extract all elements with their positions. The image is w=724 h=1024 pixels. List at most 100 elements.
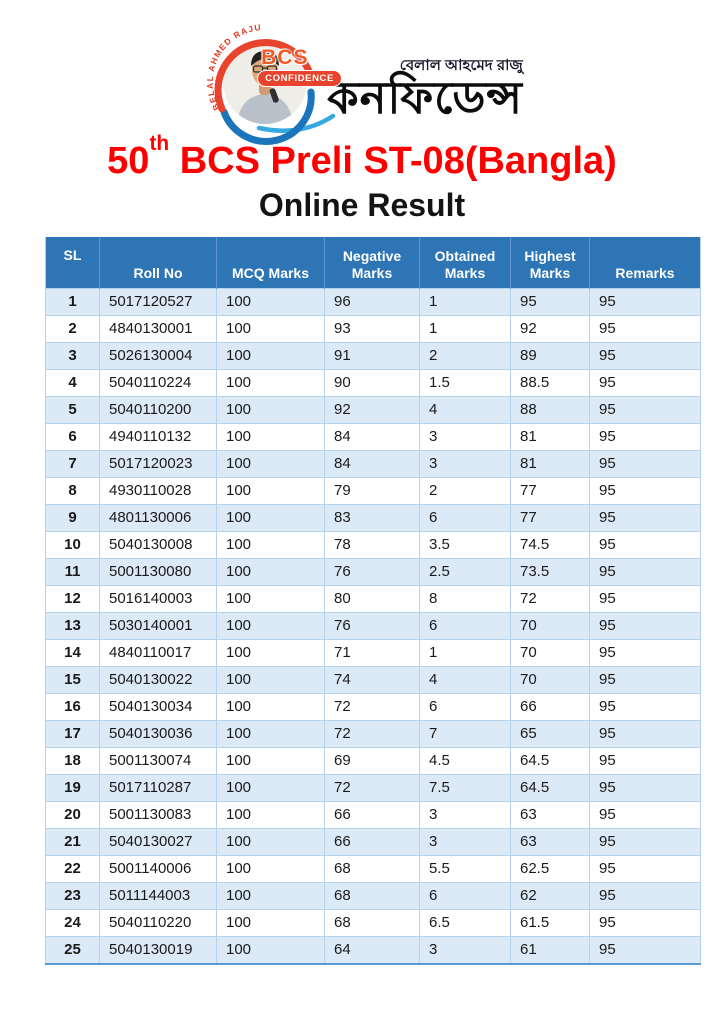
cell: 64.5 — [510, 774, 590, 803]
col-header-0: SL — [45, 236, 100, 289]
cell: 90 — [324, 369, 420, 398]
cell: 100 — [216, 801, 325, 830]
col-header-3: Negative Marks — [324, 236, 420, 289]
cell-sl: 16 — [45, 693, 100, 722]
cell: 89 — [510, 342, 590, 371]
cell: 84 — [324, 450, 420, 479]
cell: 7.5 — [419, 774, 511, 803]
cell: 100 — [216, 774, 325, 803]
cell: 3.5 — [419, 531, 511, 560]
table-body: 1 5017120527 100 96 1 95 95 2 4840130001 100 93 1 92… — [45, 288, 701, 965]
header-row: SL Roll No MCQ Marks Negative Marks Obtained… — [45, 236, 701, 289]
cell: 74 — [324, 666, 420, 695]
cell-sl: 12 — [45, 585, 100, 614]
cell: 95 — [589, 801, 701, 830]
col-header-5: Highest Marks — [510, 236, 590, 289]
page-subtitle: Online Result — [258, 186, 466, 223]
cell: 95 — [589, 720, 701, 749]
cell: 5017120023 — [99, 450, 217, 479]
cell: 83 — [324, 504, 420, 533]
cell: 95 — [589, 639, 701, 668]
cell: 4840110017 — [99, 639, 217, 668]
cell: 69 — [324, 747, 420, 776]
col-header-6: Remarks — [589, 236, 701, 289]
table-row: 18 5001130074 100 69 4.5 64.5 95 — [45, 747, 701, 776]
cell: 3 — [419, 801, 511, 830]
cell: 62 — [510, 882, 590, 911]
table-row: 6 4940110132 100 84 3 81 95 — [45, 423, 701, 452]
cell: 100 — [216, 909, 325, 938]
cell-sl: 20 — [45, 801, 100, 830]
cell: 61 — [510, 936, 590, 965]
cell: 100 — [216, 828, 325, 857]
cell: 100 — [216, 639, 325, 668]
cell-sl: 23 — [45, 882, 100, 911]
cell: 5017110287 — [99, 774, 217, 803]
logo: BELAL AHMED RAJU BCS CONFIDENCE বেলাল আহ… — [0, 22, 724, 145]
table-row: 11 5001130080 100 76 2.5 73.5 95 — [45, 558, 701, 587]
table-row: 7 5017120023 100 84 3 81 95 — [45, 450, 701, 479]
cell: 100 — [216, 288, 325, 317]
table-row: 17 5040130036 100 72 7 65 95 — [45, 720, 701, 749]
cell: 95 — [589, 882, 701, 911]
cell: 95 — [589, 693, 701, 722]
title-number: 50 — [107, 140, 150, 182]
cell: 3 — [419, 423, 511, 452]
cell: 81 — [510, 423, 590, 452]
cell: 5040110200 — [99, 396, 217, 425]
cell: 5040130022 — [99, 666, 217, 695]
cell: 100 — [216, 450, 325, 479]
cell: 100 — [216, 315, 325, 344]
cell: 5040130019 — [99, 936, 217, 965]
cell: 95 — [589, 504, 701, 533]
cell: 6.5 — [419, 909, 511, 938]
cell: 66 — [324, 828, 420, 857]
cell: 72 — [324, 774, 420, 803]
cell: 95 — [589, 423, 701, 452]
cell: 70 — [510, 612, 590, 641]
cell: 5017120527 — [99, 288, 217, 317]
cell: 68 — [324, 909, 420, 938]
cell: 68 — [324, 882, 420, 911]
cell: 64.5 — [510, 747, 590, 776]
cell: 95 — [589, 612, 701, 641]
cell: 78 — [324, 531, 420, 560]
cell: 1.5 — [419, 369, 511, 398]
cell: 79 — [324, 477, 420, 506]
cell: 96 — [324, 288, 420, 317]
cell-sl: 1 — [45, 288, 100, 317]
cell: 100 — [216, 531, 325, 560]
cell: 100 — [216, 747, 325, 776]
cell: 100 — [216, 504, 325, 533]
cell: 5040130027 — [99, 828, 217, 857]
cell: 72 — [324, 693, 420, 722]
cell-sl: 19 — [45, 774, 100, 803]
cell: 64 — [324, 936, 420, 965]
cell: 3 — [419, 936, 511, 965]
cell: 81 — [510, 450, 590, 479]
confidence-badge-text: CONFIDENCE — [257, 70, 342, 87]
cell: 5001130080 — [99, 558, 217, 587]
logo-emblem: BELAL AHMED RAJU BCS CONFIDENCE — [201, 22, 342, 145]
cell-sl: 15 — [45, 666, 100, 695]
cell: 4940110132 — [99, 423, 217, 452]
table-row: 9 4801130006 100 83 6 77 95 — [45, 504, 701, 533]
cell: 80 — [324, 585, 420, 614]
cell: 95 — [589, 450, 701, 479]
cell: 70 — [510, 639, 590, 668]
table-header: SL Roll No MCQ Marks Negative Marks Obtained… — [45, 236, 701, 289]
cell: 95 — [589, 342, 701, 371]
table-row: 23 5011144003 100 68 6 62 95 — [45, 882, 701, 911]
results-table: SL Roll No MCQ Marks Negative Marks Obtained… — [45, 236, 701, 966]
table-row: 20 5001130083 100 66 3 63 95 — [45, 801, 701, 830]
cell: 95 — [589, 531, 701, 560]
cell-sl: 22 — [45, 855, 100, 884]
cell: 73.5 — [510, 558, 590, 587]
cell: 71 — [324, 639, 420, 668]
table-row: 12 5016140003 100 80 8 72 95 — [45, 585, 701, 614]
cell-sl: 24 — [45, 909, 100, 938]
cell: 84 — [324, 423, 420, 452]
cell: 4801130006 — [99, 504, 217, 533]
table-row: 13 5030140001 100 76 6 70 95 — [45, 612, 701, 641]
cell: 95 — [510, 288, 590, 317]
